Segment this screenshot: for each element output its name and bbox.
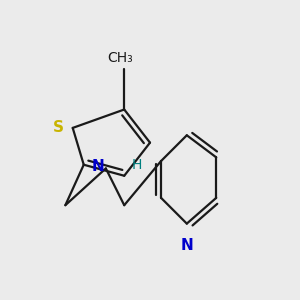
Text: H: H: [132, 158, 142, 172]
Text: S: S: [52, 120, 64, 135]
Text: N: N: [180, 238, 193, 253]
Text: CH₃: CH₃: [108, 51, 134, 65]
Text: N: N: [91, 159, 104, 174]
